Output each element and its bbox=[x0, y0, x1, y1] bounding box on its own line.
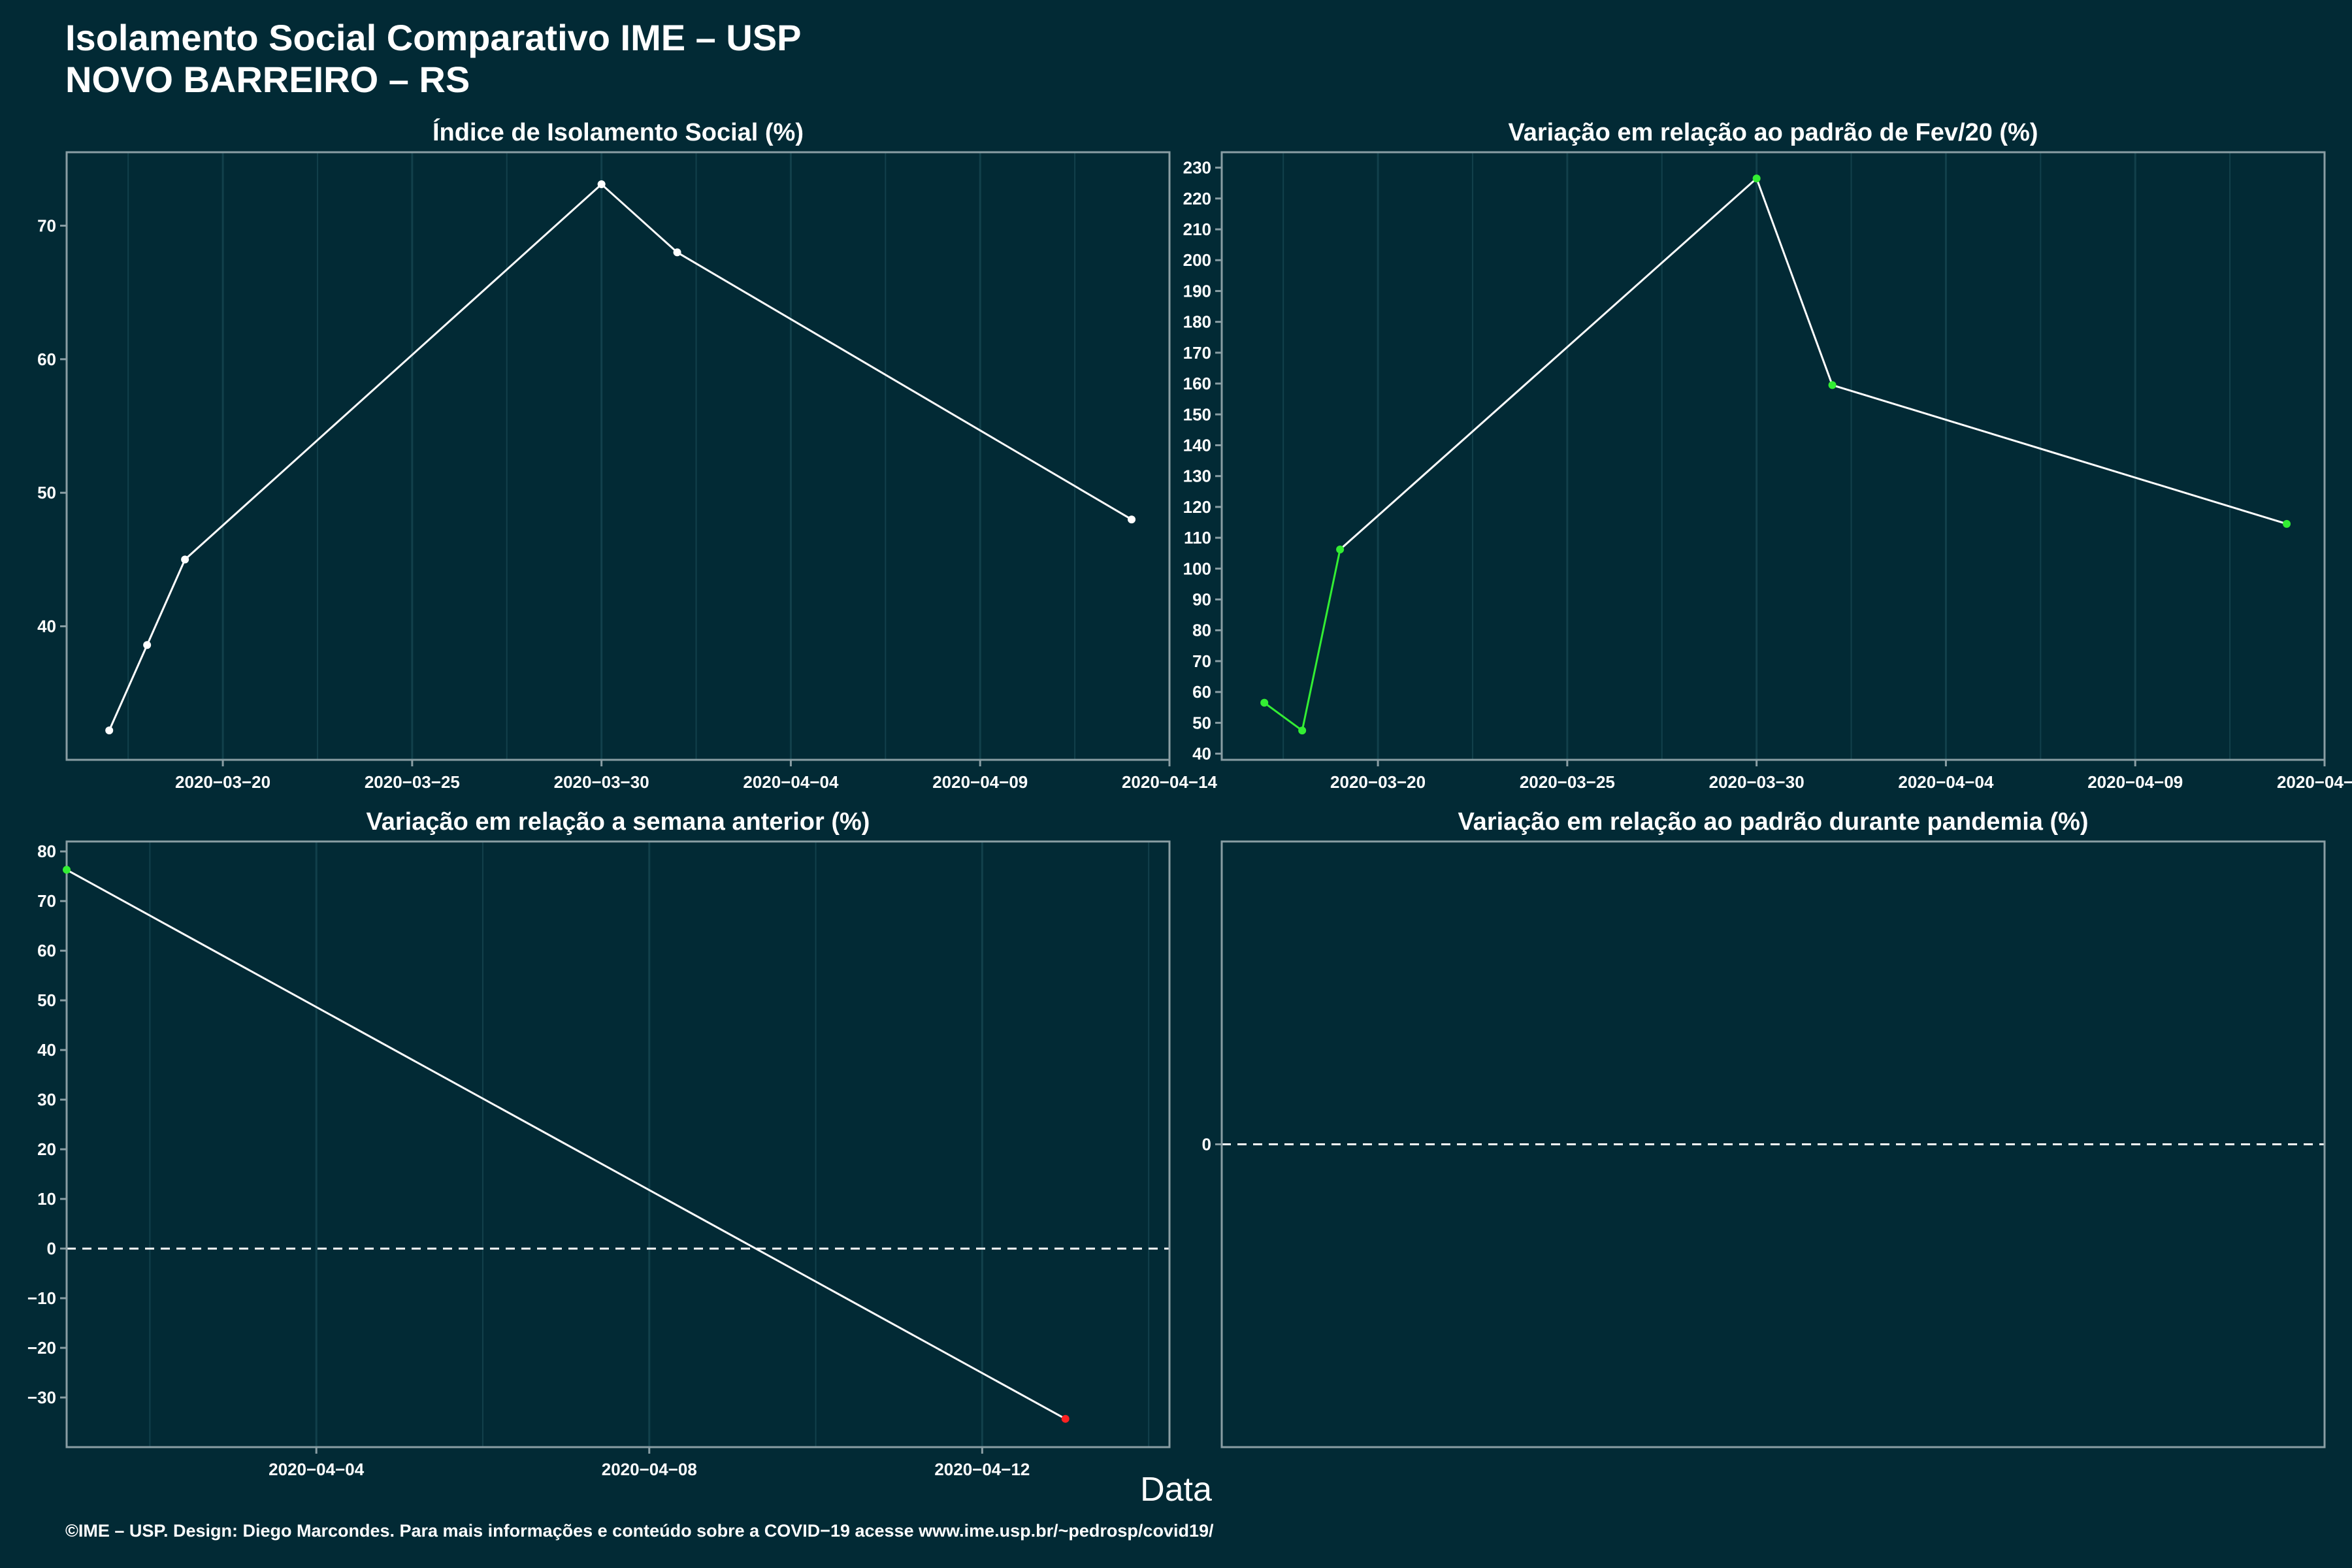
x-tick-label: 2020−03−25 bbox=[1520, 772, 1615, 792]
y-tick-label: 60 bbox=[37, 350, 56, 369]
footer-credits: ©IME – USP. Design: Diego Marcondes. Par… bbox=[65, 1521, 1214, 1541]
y-tick-label: 70 bbox=[1192, 651, 1211, 671]
x-tick-label: 2020−04−04 bbox=[1898, 772, 1994, 792]
y-tick-label: 70 bbox=[37, 891, 56, 911]
y-tick-label: 60 bbox=[1192, 682, 1211, 702]
panel-title: Índice de Isolamento Social (%) bbox=[433, 118, 804, 146]
y-tick-label: 190 bbox=[1183, 281, 1211, 301]
data-point bbox=[1061, 1414, 1070, 1423]
series-segment bbox=[184, 183, 602, 561]
y-tick-label: −10 bbox=[27, 1288, 56, 1308]
x-tick-label: 2020−03−30 bbox=[554, 772, 649, 792]
y-tick-label: 0 bbox=[47, 1239, 56, 1258]
y-tick-label: 0 bbox=[1202, 1135, 1211, 1154]
y-tick-label: 160 bbox=[1183, 374, 1211, 393]
y-tick-label: 210 bbox=[1183, 220, 1211, 239]
y-tick-label: 80 bbox=[37, 841, 56, 861]
panel-title: Variação em relação a semana anterior (%… bbox=[367, 808, 870, 836]
series-segment bbox=[1832, 384, 2287, 525]
x-axis-caption: Data bbox=[1140, 1471, 1212, 1509]
data-point bbox=[143, 641, 152, 649]
y-tick-label: 170 bbox=[1183, 343, 1211, 363]
y-tick-label: 130 bbox=[1183, 466, 1211, 486]
x-tick-label: 2020−04−09 bbox=[2087, 772, 2183, 792]
data-point bbox=[1128, 515, 1136, 524]
y-tick-label: 40 bbox=[37, 1040, 56, 1060]
panel-title: Variação em relação ao padrão de Fev/20 … bbox=[1508, 119, 2038, 146]
y-tick-label: −30 bbox=[27, 1388, 56, 1407]
data-point bbox=[181, 555, 189, 564]
series-segment bbox=[66, 868, 1066, 1420]
panel-border bbox=[1220, 151, 2326, 761]
data-point bbox=[1828, 381, 1837, 389]
series-segment bbox=[1264, 702, 1303, 732]
series-segment bbox=[1756, 178, 1833, 385]
x-tick-label: 2020−03−25 bbox=[365, 772, 460, 792]
panel-border bbox=[65, 151, 1171, 761]
data-point bbox=[1336, 546, 1345, 554]
x-tick-label: 2020−04−08 bbox=[602, 1460, 697, 1479]
x-tick-label: 2020−03−20 bbox=[1330, 772, 1426, 792]
y-tick-label: 150 bbox=[1183, 404, 1211, 424]
y-tick-label: 50 bbox=[1192, 713, 1211, 732]
series-segment bbox=[1339, 178, 1757, 551]
y-tick-label: 100 bbox=[1183, 559, 1211, 578]
y-tick-label: 140 bbox=[1183, 435, 1211, 455]
y-tick-label: 10 bbox=[37, 1189, 56, 1209]
x-tick-label: 2020−04−09 bbox=[932, 772, 1028, 792]
series-segment bbox=[1301, 549, 1341, 731]
y-tick-label: 30 bbox=[37, 1090, 56, 1109]
y-tick-label: 50 bbox=[37, 990, 56, 1010]
y-tick-label: 230 bbox=[1183, 158, 1211, 178]
y-tick-label: 110 bbox=[1184, 528, 1211, 547]
y-tick-label: 120 bbox=[1183, 497, 1211, 517]
x-tick-label: 2020−03−30 bbox=[1709, 772, 1805, 792]
x-tick-label: 2020−03−20 bbox=[175, 772, 270, 792]
panel-border bbox=[65, 840, 1171, 1448]
y-tick-label: 200 bbox=[1183, 250, 1211, 270]
data-point bbox=[1298, 727, 1307, 735]
x-tick-label: 2020−04−14 bbox=[2277, 772, 2352, 792]
x-tick-label: 2020−04−14 bbox=[1122, 772, 1218, 792]
data-point bbox=[1260, 698, 1269, 707]
series-segment bbox=[108, 644, 148, 731]
panel-title: Variação em relação ao padrão durante pa… bbox=[1458, 808, 2088, 836]
y-tick-label: 180 bbox=[1183, 312, 1211, 332]
page-title: Isolamento Social Comparativo IME – USP … bbox=[65, 17, 802, 101]
y-tick-label: 70 bbox=[37, 216, 56, 235]
data-point bbox=[105, 727, 114, 735]
series-segment bbox=[146, 559, 186, 645]
y-tick-label: 80 bbox=[1192, 621, 1211, 640]
y-tick-label: 40 bbox=[1192, 744, 1211, 764]
y-tick-label: −20 bbox=[27, 1338, 56, 1358]
x-tick-label: 2020−04−04 bbox=[269, 1460, 365, 1479]
data-point bbox=[1752, 174, 1761, 183]
y-tick-label: 40 bbox=[37, 617, 56, 636]
series-segment bbox=[676, 252, 1132, 521]
data-point bbox=[2283, 519, 2291, 528]
page-title-line1: Isolamento Social Comparativo IME – USP bbox=[65, 17, 802, 58]
data-point bbox=[673, 248, 681, 257]
data-point bbox=[63, 866, 71, 874]
y-tick-label: 90 bbox=[1192, 590, 1211, 610]
data-point bbox=[597, 180, 606, 189]
series-segment bbox=[600, 183, 678, 253]
y-tick-label: 60 bbox=[37, 941, 56, 960]
page-title-line2: NOVO BARREIRO – RS bbox=[65, 59, 470, 100]
x-tick-label: 2020−04−12 bbox=[934, 1460, 1030, 1479]
y-tick-label: 20 bbox=[37, 1139, 56, 1159]
y-tick-label: 220 bbox=[1183, 189, 1211, 208]
x-tick-label: 2020−04−04 bbox=[743, 772, 839, 792]
y-tick-label: 50 bbox=[37, 483, 56, 502]
